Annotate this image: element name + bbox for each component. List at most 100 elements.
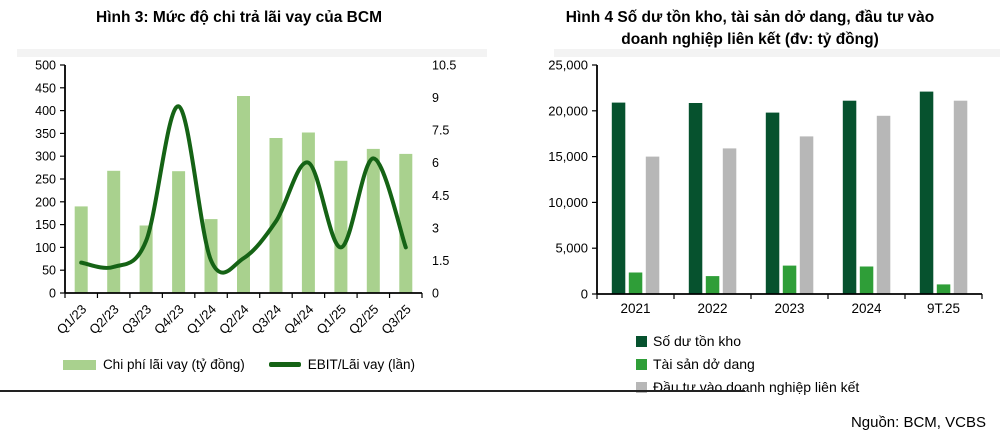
y-left-tick-label: 500 — [35, 59, 56, 73]
inventory-label: Số dư tồn kho — [653, 333, 741, 349]
inventory-assets-chart: 0 5,000 10,000 15,000 20,000 25,000 2021 2022 20… — [548, 58, 983, 317]
y-left-tick-label: 300 — [35, 150, 56, 164]
unfinished-assets-swatch — [636, 358, 647, 370]
bar-2023-s0 — [765, 112, 780, 294]
x-category-label: Q4/23 — [151, 302, 187, 338]
y-left-tick-label: 0 — [49, 287, 56, 301]
bar-2023-s2 — [799, 136, 814, 294]
bar-Q2/24 — [237, 96, 250, 293]
y-right-tick-label: 1.5 — [432, 254, 449, 268]
y-left-tick-label: 450 — [35, 81, 56, 95]
x-category-label: Q1/25 — [313, 302, 349, 338]
bar-2021-s0 — [611, 102, 626, 294]
ebit-coverage-line — [79, 104, 408, 275]
bar-2022-s1 — [705, 276, 720, 294]
figure4-legend: Số dư tồn kho Tài sản dở dang Đầu tư vào… — [636, 333, 859, 395]
y-left-tick-label: 150 — [35, 218, 56, 232]
y-right-tick-label: 10.5 — [432, 59, 456, 73]
y-tick-label: 25,000 — [548, 58, 588, 73]
bar-2021-s2 — [645, 156, 660, 294]
x-category-label: 9T.25 — [927, 301, 960, 316]
figure4-title: Hình 4 Số dư tồn kho, tài sản dở dang, đ… — [510, 7, 990, 50]
x-category-label: Q1/24 — [184, 302, 220, 338]
grouped-bars — [611, 91, 968, 294]
bar-9T.25-s0 — [919, 91, 934, 294]
y-left-tick-label: 400 — [35, 104, 56, 118]
line-series-label: EBIT/Lãi vay (lần) — [307, 357, 416, 372]
figure4-title-line2: doanh nghiệp liên kết (đv: tỷ đồng) — [621, 30, 879, 48]
legend-item-ebit-ratio: EBIT/Lãi vay (lần) — [268, 357, 416, 372]
bar-2024-s0 — [842, 100, 857, 294]
x-category-label: 2022 — [697, 301, 727, 316]
x-category-label: 2023 — [774, 301, 804, 316]
line-series-swatch — [268, 362, 301, 367]
y-left-tick-label: 250 — [35, 173, 56, 187]
interest-coverage-chart: 0 50 100 150 200 250 300 350 400 450 500 0 1.5 3 4.5 6 7… — [35, 59, 456, 338]
unfinished-assets-label: Tài sản dở dang — [653, 356, 755, 372]
y-tick-label: 20,000 — [548, 103, 588, 118]
y-right-tick-label: 9 — [432, 91, 439, 105]
y-tick-label: 10,000 — [548, 195, 588, 210]
legend-item-unfinished-assets: Tài sản dở dang — [636, 356, 859, 372]
background-band-left — [17, 49, 487, 57]
y-right-tick-label: 0 — [432, 287, 439, 301]
y-right-tick-label: 6 — [432, 156, 439, 170]
bar-2024-s2 — [876, 115, 891, 294]
bar-2022-s2 — [722, 148, 737, 294]
y-right-tick-label: 4.5 — [432, 189, 449, 203]
bar-Q2/25 — [366, 148, 380, 293]
associate-investment-swatch — [636, 381, 647, 393]
bar-2023-s1 — [782, 265, 797, 294]
bar-series-swatch — [62, 359, 96, 370]
legend-item-inventory: Số dư tồn kho — [636, 333, 859, 349]
x-category-label: Q2/23 — [86, 302, 122, 338]
y-tick-label: 0 — [581, 287, 588, 302]
x-category-label: Q3/24 — [248, 302, 284, 338]
y-left-tick-label: 200 — [35, 195, 56, 209]
bar-Q3/23 — [139, 225, 153, 293]
x-category-label: Q3/25 — [378, 302, 414, 338]
y-left-tick-label: 50 — [42, 264, 56, 278]
legend-item-associate-investment: Đầu tư vào doanh nghiệp liên kết — [636, 379, 859, 395]
bar-Q1/23 — [74, 206, 88, 293]
inventory-swatch — [636, 335, 647, 347]
bar-2024-s1 — [859, 266, 874, 294]
x-category-label: Q1/23 — [54, 302, 90, 338]
bar-series-label: Chi phí lãi vay (tỷ đồng) — [102, 357, 245, 372]
y-left-tick-label: 350 — [35, 127, 56, 141]
bar-Q1/25 — [334, 160, 348, 293]
tick-marks — [592, 64, 983, 299]
bar-9T.25-s2 — [953, 100, 968, 294]
source-note: Nguồn: BCM, VCBS — [850, 414, 986, 431]
divider-line — [0, 390, 745, 392]
axis-labels: 0 5,000 10,000 15,000 20,000 25,000 2021 2022 20… — [548, 58, 960, 317]
y-right-tick-label: 3 — [432, 221, 439, 235]
bar-9T.25-s1 — [936, 284, 951, 294]
figure4-title-line1: Hình 4 Số dư tồn kho, tài sản dở dang, đ… — [565, 9, 935, 26]
y-tick-label: 5,000 — [555, 241, 588, 256]
interest-expense-bars — [74, 96, 413, 293]
bar-2022-s0 — [688, 103, 703, 294]
tick-marks — [60, 64, 423, 298]
bar-Q3/24 — [269, 138, 283, 293]
axes — [596, 65, 982, 295]
y-left-tick-label: 100 — [35, 241, 56, 255]
x-category-label: 2024 — [851, 301, 882, 316]
figure3-title: Hình 3: Mức độ chi trả lãi vay của BCM — [96, 9, 382, 26]
bar-Q3/25 — [399, 153, 413, 293]
y-right-tick-label: 7.5 — [432, 124, 449, 138]
x-category-label: Q2/25 — [346, 302, 382, 338]
y-tick-label: 15,000 — [548, 149, 588, 164]
bar-Q2/23 — [107, 170, 121, 293]
x-category-label: Q3/23 — [119, 302, 155, 338]
background-band-right — [554, 49, 1000, 57]
bar-2021-s1 — [628, 272, 643, 294]
x-category-label: Q4/24 — [281, 302, 317, 338]
x-category-label: Q2/24 — [216, 302, 252, 338]
legend-item-interest-expense: Chi phí lãi vay (tỷ đồng) — [62, 357, 245, 372]
bar-Q4/23 — [172, 171, 186, 293]
associate-investment-label: Đầu tư vào doanh nghiệp liên kết — [653, 379, 860, 395]
bar-Q4/24 — [301, 132, 315, 293]
x-category-label: 2021 — [620, 301, 650, 316]
figure3-legend: Chi phí lãi vay (tỷ đồng) EBIT/Lãi vay (… — [0, 357, 478, 372]
